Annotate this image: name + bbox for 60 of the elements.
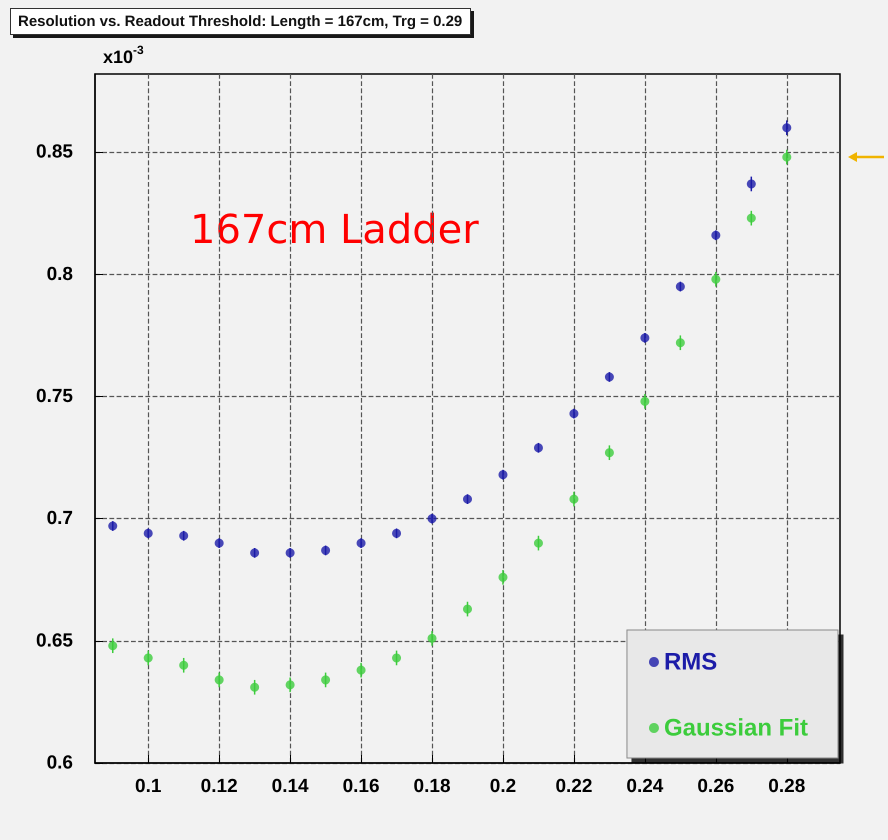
point bbox=[711, 230, 720, 240]
point bbox=[214, 538, 224, 548]
x-tick-label: 0.12 bbox=[200, 776, 238, 797]
annotation: 167cm Ladder bbox=[190, 207, 480, 253]
point bbox=[569, 494, 578, 504]
point bbox=[463, 604, 472, 614]
point bbox=[250, 548, 260, 558]
point bbox=[356, 666, 366, 675]
point bbox=[214, 675, 224, 684]
point bbox=[782, 123, 792, 132]
x-tick-label: 0.1 bbox=[135, 776, 162, 797]
point bbox=[392, 528, 402, 538]
point bbox=[498, 470, 508, 480]
y-tick-label: 0.7 bbox=[46, 508, 73, 530]
x-tick-label: 0.2 bbox=[490, 776, 516, 797]
point bbox=[746, 179, 756, 188]
point bbox=[534, 538, 543, 548]
legend-label: Gaussian Fit bbox=[664, 714, 808, 742]
y-tick-label: 0.8 bbox=[46, 264, 73, 285]
x-tick-label: 0.28 bbox=[768, 776, 806, 797]
point bbox=[321, 546, 330, 555]
point bbox=[676, 282, 685, 292]
x-tick-label: 0.24 bbox=[626, 776, 664, 797]
y-tick-label: 0.65 bbox=[36, 630, 74, 652]
point bbox=[534, 443, 543, 452]
chart-title: Resolution vs. Readout Threshold: Length = 167cm, Trg = 0.29 bbox=[18, 13, 462, 30]
point bbox=[569, 409, 578, 418]
point bbox=[604, 372, 614, 382]
point bbox=[108, 641, 118, 650]
point bbox=[676, 338, 685, 348]
point bbox=[640, 396, 650, 406]
point bbox=[321, 675, 330, 684]
point bbox=[428, 514, 437, 524]
point bbox=[356, 538, 366, 548]
point bbox=[782, 152, 792, 162]
point bbox=[498, 572, 508, 582]
point bbox=[286, 680, 295, 690]
y-tick-label: 0.85 bbox=[36, 142, 74, 163]
point bbox=[144, 653, 153, 662]
x-tick-label: 0.16 bbox=[342, 776, 380, 797]
point bbox=[108, 522, 118, 530]
point bbox=[640, 333, 650, 342]
point bbox=[144, 528, 153, 538]
x-tick-label: 0.22 bbox=[555, 776, 592, 797]
point bbox=[746, 214, 756, 223]
point bbox=[286, 548, 295, 558]
point bbox=[711, 274, 720, 284]
point bbox=[179, 531, 188, 540]
point bbox=[250, 682, 260, 692]
y-tick-label: 0.6 bbox=[46, 752, 73, 774]
x-tick-label: 0.14 bbox=[272, 776, 310, 797]
point bbox=[604, 448, 614, 458]
point bbox=[463, 494, 472, 504]
x-tick-label: 0.18 bbox=[414, 776, 451, 797]
y-tick-label: 0.75 bbox=[36, 386, 74, 408]
x-tick-label: 0.26 bbox=[697, 776, 734, 797]
point bbox=[179, 660, 188, 670]
legend-label: RMS bbox=[664, 648, 718, 676]
point bbox=[428, 634, 437, 643]
point bbox=[392, 653, 402, 662]
